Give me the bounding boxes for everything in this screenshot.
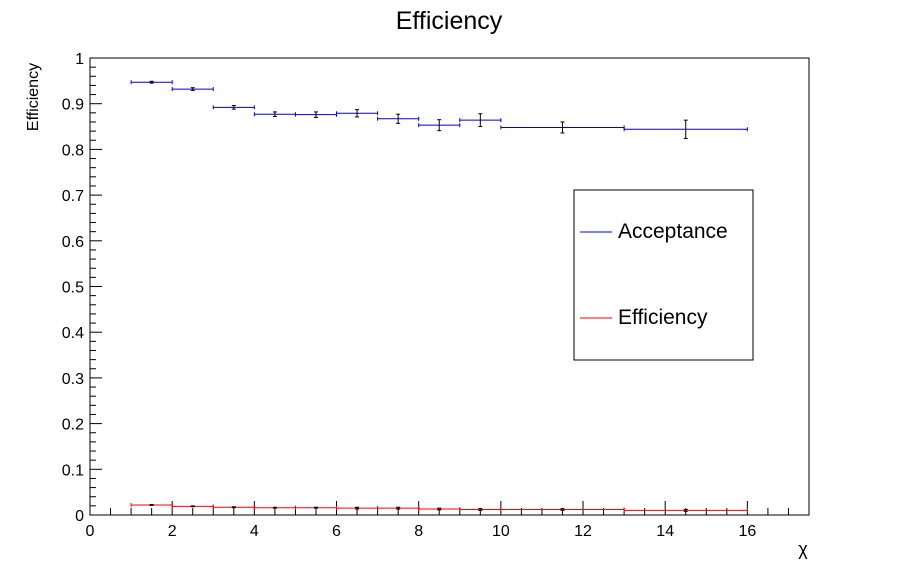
series-layer (130, 80, 748, 513)
chart-title: Efficiency (396, 7, 503, 35)
data-point-acceptance (377, 113, 420, 124)
legend: Acceptance Efficiency (573, 189, 754, 361)
y-axis-label: Efficiency (25, 63, 42, 131)
data-point-efficiency (500, 507, 625, 512)
y-tick-label: 0.2 (62, 417, 84, 434)
legend-label-efficiency: Efficiency (618, 306, 708, 329)
x-tick-label: 10 (492, 523, 510, 540)
data-point-acceptance (336, 109, 379, 118)
data-point-efficiency (623, 508, 748, 513)
y-tick-label: 0.3 (62, 371, 84, 388)
data-point-efficiency (459, 507, 502, 512)
legend-label-acceptance: Acceptance (618, 220, 728, 243)
data-point-acceptance (171, 87, 214, 92)
data-point-efficiency (418, 507, 461, 512)
data-point-efficiency (171, 504, 214, 509)
x-tick-label: 2 (168, 523, 177, 540)
data-point-acceptance (623, 119, 748, 139)
data-point-acceptance (294, 111, 338, 118)
axes: 00.10.20.30.40.50.60.70.80.910 2 4 6 8 10 12 14… (62, 51, 810, 540)
series-efficiency (130, 502, 748, 513)
y-tick-label: 0.4 (62, 325, 84, 342)
legend-box (573, 189, 754, 361)
data-point-acceptance (212, 105, 255, 110)
y-tick-label: 0.8 (62, 142, 84, 159)
x-tick-label: 16 (738, 523, 756, 540)
x-tick-label: 14 (656, 523, 674, 540)
x-tick-label: 8 (414, 523, 423, 540)
y-tick-label: 0.5 (62, 280, 84, 297)
series-acceptance (130, 80, 748, 139)
y-tick-label: 0.9 (62, 97, 84, 114)
data-point-acceptance (459, 113, 502, 128)
data-point-acceptance (418, 119, 461, 132)
x-tick-label: 4 (250, 523, 259, 540)
x-tick-label: 0 (86, 523, 95, 540)
y-tick-label: 0 (75, 508, 84, 525)
y-tick-label: 1 (75, 51, 84, 68)
data-point-efficiency (336, 506, 379, 511)
data-point-acceptance (130, 80, 173, 85)
y-tick-label: 0.6 (62, 234, 84, 251)
data-point-acceptance (253, 111, 296, 117)
y-tick-label: 0.7 (62, 188, 84, 205)
data-point-efficiency (130, 502, 173, 507)
x-tick-label: 6 (332, 523, 341, 540)
x-axis-label: χ (798, 539, 808, 559)
y-tick-label: 0.1 (62, 462, 84, 479)
data-point-efficiency (377, 506, 420, 511)
data-point-acceptance (500, 121, 625, 134)
x-tick-label: 12 (574, 523, 592, 540)
